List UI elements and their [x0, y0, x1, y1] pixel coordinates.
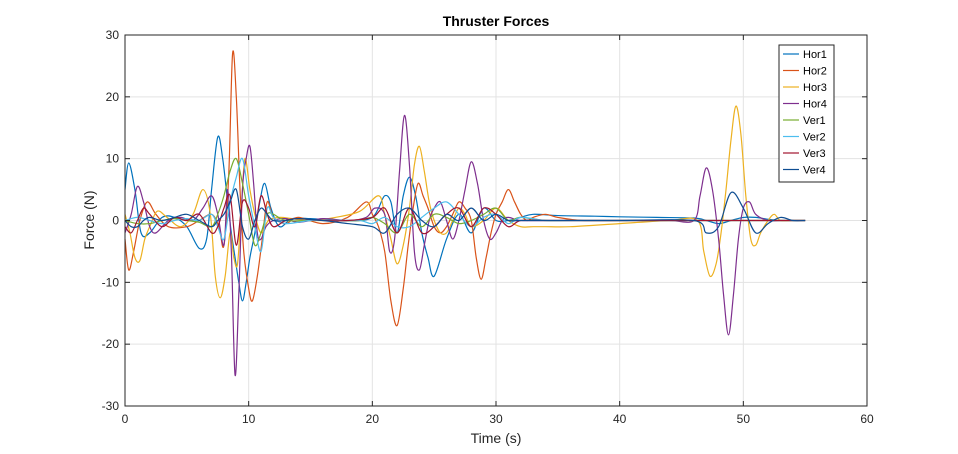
legend-label: Hor3: [803, 82, 827, 94]
tick-layer: 0 10 20 30 40 50 60 -30 -20 -10 0 10 20 30: [102, 28, 874, 426]
chart-title: Thruster Forces: [443, 13, 550, 29]
y-tick-label: -10: [102, 275, 120, 289]
y-tick-label: 0: [112, 214, 119, 228]
x-tick-label: 40: [613, 412, 627, 426]
y-tick-label: 30: [106, 28, 120, 42]
y-tick-label: -30: [102, 399, 120, 413]
x-tick-label: 0: [122, 412, 129, 426]
legend-label: Ver4: [803, 165, 826, 177]
x-tick-label: 20: [366, 412, 380, 426]
x-tick-label: 50: [737, 412, 751, 426]
legend-label: Ver2: [803, 132, 826, 144]
legend-label: Ver1: [803, 115, 826, 127]
y-tick-label: 10: [106, 152, 120, 166]
x-tick-label: 60: [860, 412, 874, 426]
legend-label: Ver3: [803, 148, 826, 160]
legend-label: Hor2: [803, 66, 827, 78]
x-axis-title: Time (s): [471, 430, 522, 446]
legend-box: [778, 44, 835, 183]
legend: Hor1 Hor2 Hor3 Hor4 Ver1 Ver2 Ver3 Ver4: [778, 44, 835, 183]
series-layer: [124, 50, 806, 377]
legend-label: Hor4: [803, 99, 827, 111]
x-tick-label: 10: [242, 412, 256, 426]
legend-label: Hor1: [803, 49, 827, 61]
y-tick-label: 20: [106, 90, 120, 104]
x-tick-label: 30: [489, 412, 503, 426]
y-tick-label: -20: [102, 337, 120, 351]
series-line-hor3: [124, 105, 806, 299]
y-axis-title: Force (N): [81, 190, 97, 249]
series-line-ver4: [124, 188, 806, 240]
